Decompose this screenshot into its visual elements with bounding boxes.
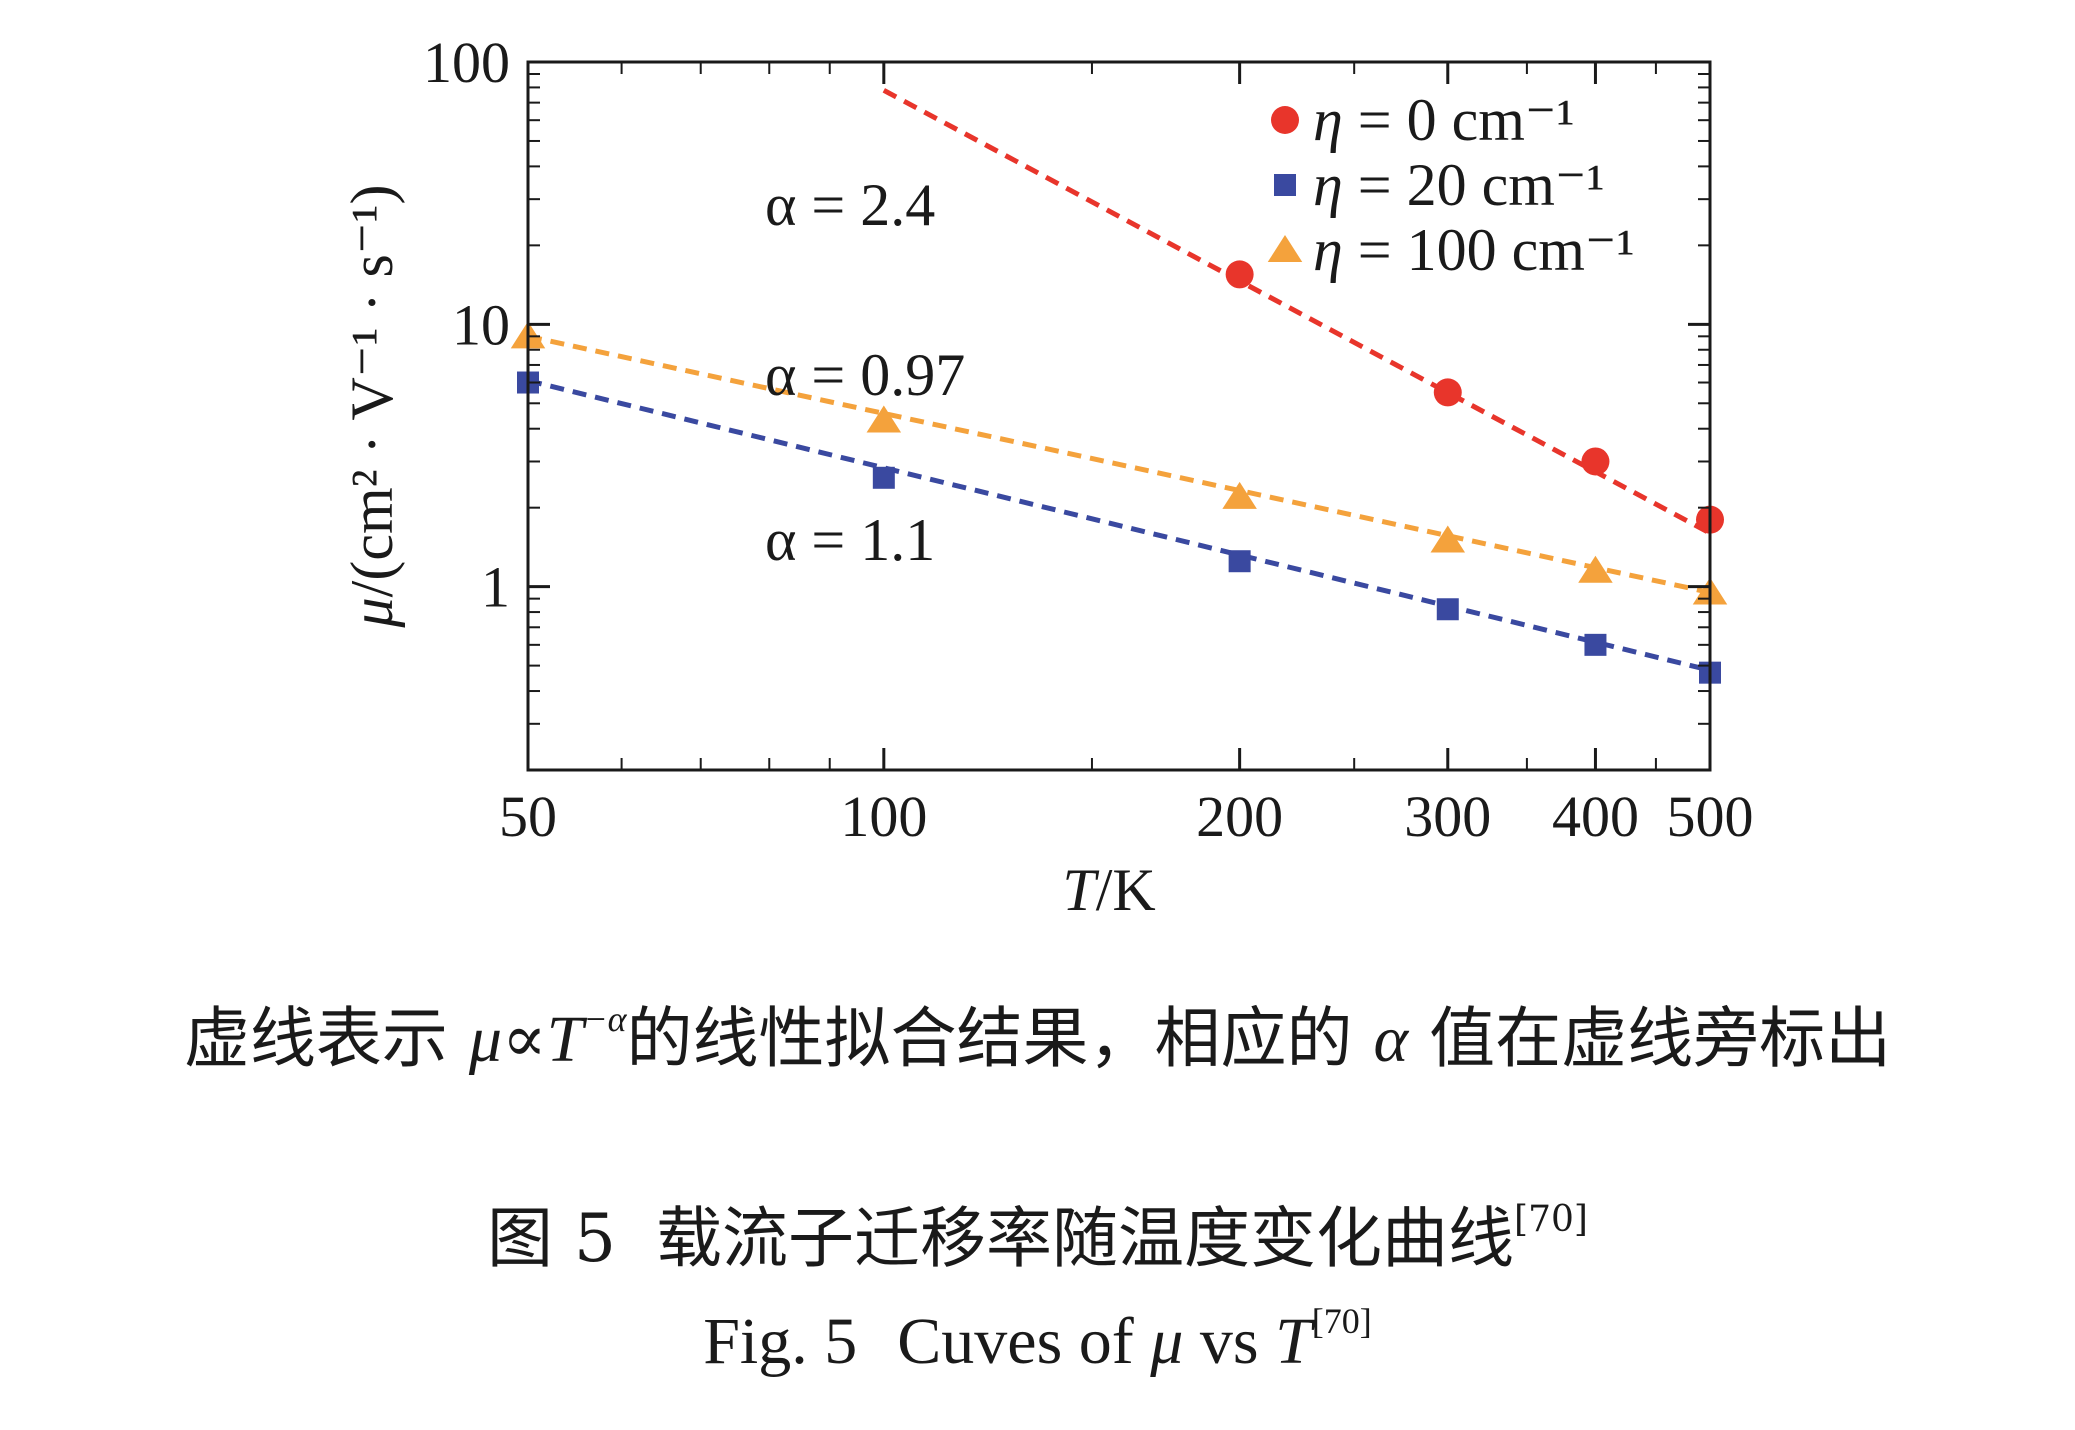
x-tick-label: 300 — [1404, 784, 1491, 849]
legend-label-series-3: η = 100 cm⁻¹ — [1313, 217, 1635, 283]
figure-caption-english: Fig. 5 Cuves of μ vs T[70] — [703, 1301, 1372, 1378]
x-tick-label: 400 — [1552, 784, 1639, 849]
y-tick-label: 100 — [423, 30, 510, 95]
x-axis-title: T/K — [1062, 857, 1155, 920]
y-axis-title: μ/(cm² · V⁻¹ · s⁻¹) — [339, 185, 405, 629]
legend: η = 0 cm⁻¹η = 20 cm⁻¹η = 100 cm⁻¹ — [1267, 87, 1635, 283]
x-tick-label: 200 — [1196, 784, 1283, 849]
data-point-series-2 — [1228, 550, 1251, 573]
fit-line-series-1 — [882, 88, 1712, 536]
fit-lines — [527, 88, 1712, 673]
legend-label-series-1: η = 0 cm⁻¹ — [1313, 87, 1575, 153]
data-point-series-3 — [1578, 555, 1613, 583]
y-tick-label: 1 — [481, 555, 510, 620]
fit-annotations: α = 2.4 α = 1.1 α = 0.97 — [765, 172, 965, 573]
fit-line-series-2 — [527, 378, 1711, 673]
legend-marker-series-3 — [1267, 235, 1303, 262]
data-point-series-2 — [1584, 633, 1607, 656]
axes: 50 100 200 300 400 500 1 10 100 — [423, 30, 1754, 849]
y-tick-label: 10 — [452, 292, 510, 357]
fit-label-series-3: α = 0.97 — [765, 342, 965, 408]
figure-caption-chinese: 图 5 载流子迁移率随温度变化曲线[70] — [487, 1199, 1588, 1277]
data-point-series-3 — [866, 405, 902, 433]
fit-label-series-2: α = 1.1 — [765, 507, 935, 573]
legend-marker-series-2 — [1274, 174, 1296, 196]
data-point-series-3 — [1430, 525, 1466, 553]
data-point-series-1 — [1433, 378, 1462, 407]
legend-marker-series-1 — [1271, 106, 1299, 134]
axis-titles: T/K μ/(cm² · V⁻¹ · s⁻¹) — [339, 185, 1156, 920]
data-point-series-2 — [1436, 598, 1459, 621]
data-point-series-1 — [1581, 447, 1610, 476]
x-tick-label: 50 — [499, 784, 557, 849]
data-points — [510, 260, 1728, 684]
data-point-series-3 — [1222, 481, 1257, 509]
x-tick-label: 500 — [1667, 784, 1754, 849]
x-tick-label: 100 — [840, 784, 927, 849]
legend-label-series-2: η = 20 cm⁻¹ — [1313, 152, 1605, 218]
data-point-series-2 — [872, 466, 895, 489]
figure-note: 虚线表示 μ∝T−α的线性拟合结果，相应的 α 值在虚线旁标出 — [183, 999, 1892, 1077]
data-point-series-1 — [1225, 260, 1254, 289]
plot-frame — [526, 60, 1712, 772]
fit-label-series-1: α = 2.4 — [765, 172, 935, 238]
fit-line-series-3 — [527, 333, 1711, 595]
